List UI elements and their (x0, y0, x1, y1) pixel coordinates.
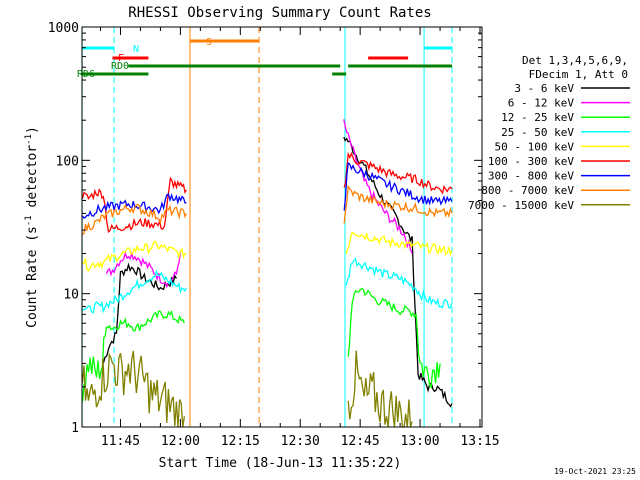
timestamp: 19-Oct-2021 23:25 (554, 467, 636, 476)
series-line (343, 151, 453, 195)
x-tick-label: 12:00 (161, 434, 200, 449)
legend-entry-label: 50 - 100 keV (495, 140, 575, 153)
y-axis-label-suffix: ) (25, 126, 40, 134)
y-tick-label: 100 (56, 154, 79, 169)
series-line (343, 161, 453, 211)
series-line (81, 309, 185, 402)
series-line (81, 350, 186, 428)
x-tick-label: 13:00 (401, 434, 440, 449)
series-line (347, 350, 413, 428)
y-tick-label: 1 (71, 421, 79, 436)
y-axis-label-mid: detector (25, 145, 40, 216)
flag-label-n: N (133, 44, 139, 55)
x-tick-label: 12:15 (221, 434, 260, 449)
x-tick-label: 13:15 (460, 434, 499, 449)
flag-label-f: F (118, 53, 124, 64)
legend-entry-label: 12 - 25 keV (501, 111, 574, 124)
plot-frame (81, 26, 483, 428)
legend-entry-label: 25 - 50 keV (501, 126, 574, 139)
y-tick-label: 10 (63, 288, 79, 303)
legend-entry-label: 3 - 6 keV (514, 82, 574, 95)
x-tick-label: 12:30 (281, 434, 320, 449)
series-line (82, 240, 187, 272)
y-axis-label: Count Rate (s-1 detector-1) (24, 126, 40, 328)
y-axis-label-prefix: Count Rate (s (25, 226, 40, 328)
chart-title: RHESSI Observing Summary Count Rates (128, 5, 431, 21)
legend-entry-label: 7000 - 15000 keV (468, 199, 574, 212)
x-tick-label: 11:45 (101, 434, 140, 449)
flag-label-s: S (206, 37, 212, 48)
y-tick-label: 1000 (48, 21, 79, 36)
legend-entry-label: 6 - 12 keV (508, 97, 575, 110)
legend-entry-label: 300 - 800 keV (488, 170, 574, 183)
series-line (102, 262, 177, 364)
x-axis-label: Start Time (18-Jun-13 11:35:22) (159, 456, 402, 471)
flag-label-rd6: RD6 (77, 69, 95, 80)
flag-label-rd0: RD0 (111, 61, 129, 72)
series-line (343, 184, 453, 224)
x-tick-label: 12:45 (341, 434, 380, 449)
legend-header-line1: Det 1,3,4,5,6,9, (522, 54, 628, 67)
legend-header-line2: FDecim 1, Att 0 (529, 68, 628, 81)
plot-area (81, 27, 453, 428)
series-line (345, 257, 453, 309)
legend-entry-label: 800 - 7000 keV (481, 184, 574, 197)
y-axis-label-exp2: -1 (24, 134, 34, 145)
legend-entry-label: 100 - 300 keV (488, 155, 574, 168)
series-line (347, 287, 441, 389)
legend: Det 1,3,4,5,6,9, FDecim 1, Att 0 3 - 6 k… (468, 54, 630, 212)
y-axis-label-exp1: -1 (24, 215, 34, 226)
series-line (81, 176, 187, 234)
series-line (82, 269, 187, 314)
series-line (82, 203, 187, 235)
series-line (345, 231, 453, 257)
